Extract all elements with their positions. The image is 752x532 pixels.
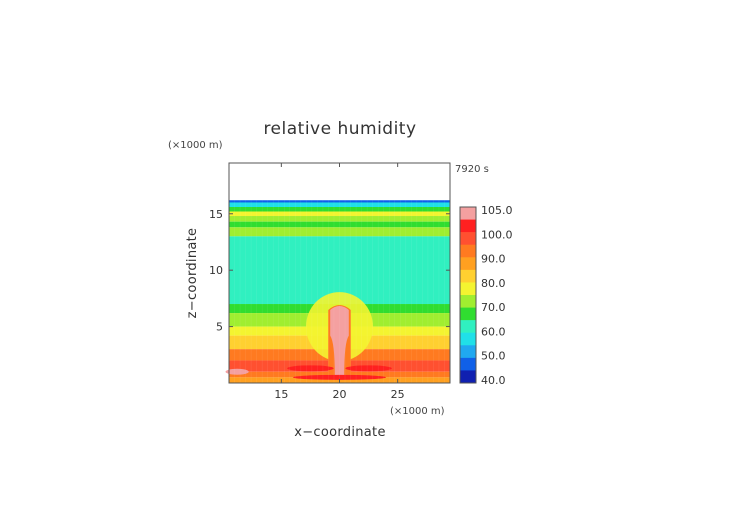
humidity-layer <box>229 221 450 228</box>
saturated-streak <box>287 365 334 372</box>
humidity-layer <box>229 202 450 207</box>
colorbar-swatch <box>460 257 476 271</box>
y-tick-label: 5 <box>216 321 223 334</box>
colorbar-swatch <box>460 232 476 246</box>
colorbar-label: 50.0 <box>481 350 506 363</box>
y-tick-label: 10 <box>209 264 223 277</box>
y-unit-label: (×1000 m) <box>168 140 223 151</box>
plume-core <box>330 306 349 377</box>
humidity-layer <box>229 227 450 237</box>
colorbar-swatch <box>460 370 476 384</box>
colorbar-label: 100.0 <box>481 228 513 241</box>
saturated-streak <box>225 368 249 375</box>
colorbar-label: 60.0 <box>481 325 506 338</box>
humidity-layer <box>229 200 450 203</box>
colorbar-swatch <box>460 282 476 296</box>
x-axis: 15 20 25 <box>274 163 405 401</box>
colorbar-swatch <box>460 320 476 334</box>
x-tick-label: 25 <box>391 388 405 401</box>
humidity-layer <box>229 216 450 222</box>
saturated-streak <box>292 374 387 380</box>
colorbar-swatch <box>460 244 476 258</box>
colorbar-frame <box>459 206 477 384</box>
humidity-layer <box>229 207 450 212</box>
x-tick-label: 20 <box>333 388 347 401</box>
colorbar-swatch <box>460 295 476 308</box>
y-axis-label: z−coordinate <box>185 228 200 319</box>
colorbar-label: 80.0 <box>481 277 506 290</box>
colorbar-swatch <box>460 307 476 321</box>
y-tick-label: 15 <box>209 208 223 221</box>
colorbar-label: 70.0 <box>481 301 506 314</box>
colorbar-swatch <box>460 219 476 233</box>
x-tick-label: 15 <box>274 388 288 401</box>
colorbar-label: 105.0 <box>481 204 513 217</box>
plot-area <box>225 163 450 383</box>
chart-title: relative humidity <box>263 119 416 139</box>
y-axis: 5 10 15 <box>209 208 450 334</box>
colorbar-label: 90.0 <box>481 253 506 266</box>
x-unit-label: (×1000 m) <box>390 406 445 417</box>
x-axis-label: x−coordinate <box>294 425 386 440</box>
colorbar: 105.0 100.0 90.0 80.0 70.0 60.0 50.0 40.0 <box>459 204 513 387</box>
colorbar-swatch <box>460 345 476 359</box>
colorbar-swatch <box>460 269 476 283</box>
colorbar-label: 40.0 <box>481 374 506 387</box>
saturated-streak <box>345 365 392 372</box>
time-label: 7920 s <box>455 164 489 175</box>
humidity-layer <box>229 211 450 217</box>
colorbar-swatch <box>460 207 476 220</box>
colorbar-swatch <box>460 357 476 371</box>
colorbar-swatch <box>460 332 476 346</box>
